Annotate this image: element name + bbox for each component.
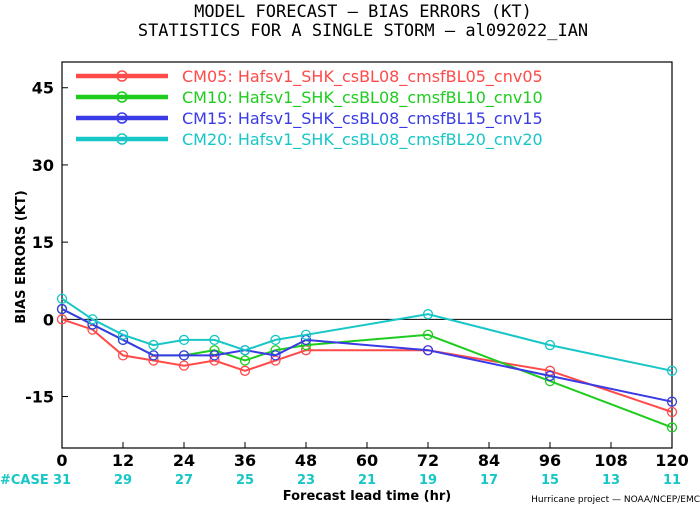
x-tick-label: 84 xyxy=(478,451,500,470)
case-count: 31 xyxy=(53,473,71,488)
series-line xyxy=(61,308,673,429)
series-line xyxy=(61,297,673,372)
data-point xyxy=(148,339,159,351)
case-count: 17 xyxy=(480,473,498,488)
chart-title-line2: STATISTICS FOR A SINGLE STORM — al092022… xyxy=(138,21,588,41)
case-count: 25 xyxy=(236,473,254,488)
y-tick-label: 45 xyxy=(32,79,54,98)
data-point xyxy=(178,350,190,361)
data-point xyxy=(300,329,312,340)
series-line xyxy=(61,308,673,403)
data-point xyxy=(544,339,556,351)
legend-marker xyxy=(116,133,128,145)
data-point xyxy=(666,396,678,407)
x-tick-label: 96 xyxy=(539,451,561,470)
legend-marker xyxy=(116,70,128,82)
case-count: 23 xyxy=(297,473,315,488)
data-point xyxy=(422,345,434,356)
data-point xyxy=(148,350,159,361)
case-count: 27 xyxy=(175,473,193,488)
data-point xyxy=(209,334,220,346)
x-tick-label: 0 xyxy=(56,451,67,470)
data-point xyxy=(544,370,556,382)
y-axis-label: BIAS ERRORS (KT) xyxy=(14,190,29,323)
data-point xyxy=(239,345,251,356)
x-tick-label: 60 xyxy=(356,451,378,470)
x-tick-label: 72 xyxy=(417,451,439,470)
data-point xyxy=(239,355,251,366)
y-tick-label: 30 xyxy=(32,156,54,175)
legend-marker xyxy=(116,91,128,103)
case-count: 13 xyxy=(602,473,620,488)
x-tick-label: 36 xyxy=(234,451,256,470)
case-count: 15 xyxy=(541,473,559,488)
data-point xyxy=(422,329,434,340)
case-count-label: #CASE xyxy=(0,473,49,488)
x-tick-label: 24 xyxy=(173,451,195,470)
legend-entry: CM15: Hafsv1_SHK_csBL08_cmsfBL15_cnv15 xyxy=(182,109,543,129)
data-point xyxy=(117,350,129,361)
data-point xyxy=(117,329,129,340)
chart-title-line1: MODEL FORECAST — BIAS ERRORS (KT) xyxy=(194,2,532,22)
x-tick-label: 12 xyxy=(112,451,134,470)
data-point xyxy=(56,314,68,325)
plot-area: 0 31 12 29 24 27 36 25 48 23 60 21 72 19 84 17 96 15 108 13… xyxy=(25,61,689,488)
data-point xyxy=(270,334,281,346)
y-tick-label: -15 xyxy=(25,388,54,407)
case-count: 11 xyxy=(663,473,681,488)
data-point xyxy=(666,406,678,418)
y-tick-label: 0 xyxy=(43,310,54,329)
data-point xyxy=(87,314,98,325)
x-axis-label: Forecast lead time (hr) xyxy=(283,489,451,504)
data-point xyxy=(178,334,190,346)
legend-entry: CM10: Hafsv1_SHK_csBL08_cmsfBL10_cnv10 xyxy=(182,88,543,108)
x-tick-label: 120 xyxy=(655,451,688,470)
data-point xyxy=(56,303,68,315)
data-point xyxy=(666,422,678,433)
data-point xyxy=(666,365,678,376)
data-point xyxy=(178,360,190,371)
y-tick-label: 15 xyxy=(32,233,54,252)
legend-entry: CM05: Hafsv1_SHK_csBL08_cmsfBL05_cnv05 xyxy=(182,67,543,87)
x-tick-label: 48 xyxy=(295,451,317,470)
data-point xyxy=(239,365,251,376)
data-point xyxy=(422,309,434,320)
credit-text: Hurricane project — NOAA/NCEP/EMC xyxy=(531,495,700,505)
data-point xyxy=(270,350,281,361)
legend-marker xyxy=(116,112,128,124)
data-point xyxy=(56,293,68,304)
data-point xyxy=(209,350,220,361)
x-tick-label: 108 xyxy=(594,451,627,470)
case-count: 21 xyxy=(358,473,376,488)
case-count: 29 xyxy=(114,473,132,488)
case-count: 19 xyxy=(419,473,437,488)
legend-entry: CM20: Hafsv1_SHK_csBL08_cmsfBL20_cnv20 xyxy=(182,130,543,150)
